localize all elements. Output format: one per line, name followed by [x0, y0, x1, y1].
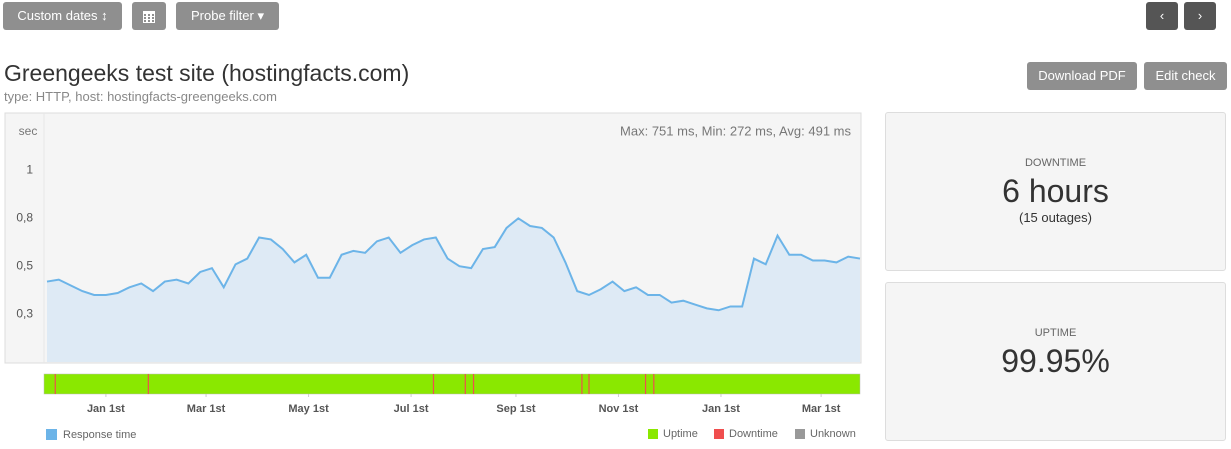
- panel-value: 6 hours: [1002, 173, 1109, 209]
- panel-detail: (15 outages): [1019, 210, 1092, 225]
- x-tick-label: Mar 1st: [802, 403, 841, 415]
- calendar-button[interactable]: [132, 2, 166, 30]
- x-tick-label: Sep 1st: [496, 403, 535, 415]
- page-subtitle: type: HTTP, host: hostingfacts-greengeek…: [4, 89, 277, 104]
- y-tick-label: 0,8: [16, 211, 33, 225]
- status-legend-swatch: [795, 429, 805, 439]
- y-tick-label: 0,3: [16, 306, 33, 320]
- x-tick-label: Jan 1st: [87, 403, 125, 415]
- status-legend-swatch: [714, 429, 724, 439]
- x-tick-label: Mar 1st: [187, 403, 226, 415]
- chart: sec Max: 751 ms, Min: 272 ms, Avg: 491 m…: [4, 112, 862, 441]
- probe-button-label: Probe filter: [190, 8, 254, 23]
- page-title: Greengeeks test site (hostingfacts.com): [4, 60, 410, 86]
- download-button[interactable]: Download PDF: [1027, 62, 1137, 90]
- next-button[interactable]: ›: [1184, 2, 1216, 30]
- x-tick-label: Nov 1st: [599, 403, 639, 415]
- stats-annotation: Max: 751 ms, Min: 272 ms, Avg: 491 ms: [620, 123, 851, 138]
- status-legend-label: Unknown: [810, 428, 856, 440]
- prev-button[interactable]: ‹: [1146, 2, 1178, 30]
- date-button[interactable]: Custom dates ↕: [3, 2, 122, 30]
- x-tick-label: Jul 1st: [394, 403, 429, 415]
- legend-label: Response time: [63, 429, 136, 441]
- y-tick-label: 1: [26, 163, 33, 177]
- x-tick-label: Jan 1st: [702, 403, 740, 415]
- panel-label: UPTIME: [1034, 327, 1077, 339]
- panel-label: DOWNTIME: [1024, 157, 1087, 169]
- y-tick-label: 0,5: [16, 258, 33, 272]
- panel-value: 99.95%: [1001, 343, 1110, 379]
- x-tick-label: May 1st: [288, 403, 329, 415]
- sort-icon: ↕: [101, 8, 108, 23]
- date-button-label: Custom dates: [17, 8, 98, 23]
- downtime-panel: DOWNTIME 6 hours (15 outages): [885, 112, 1226, 271]
- status-legend-label: Uptime: [663, 428, 698, 440]
- status-legend-label: Downtime: [729, 428, 778, 440]
- edit-button[interactable]: Edit check: [1144, 62, 1227, 90]
- probe-button[interactable]: Probe filter ▾: [176, 2, 279, 30]
- uptime-panel: UPTIME 99.95%: [885, 282, 1226, 441]
- status-legend-swatch: [648, 429, 658, 439]
- response-line: [46, 217, 861, 312]
- caret-icon: ▾: [257, 8, 265, 23]
- legend-swatch: [46, 429, 57, 440]
- uptime-bar: [43, 373, 861, 395]
- calendar-icon: [143, 10, 155, 23]
- y-unit: sec: [19, 124, 38, 138]
